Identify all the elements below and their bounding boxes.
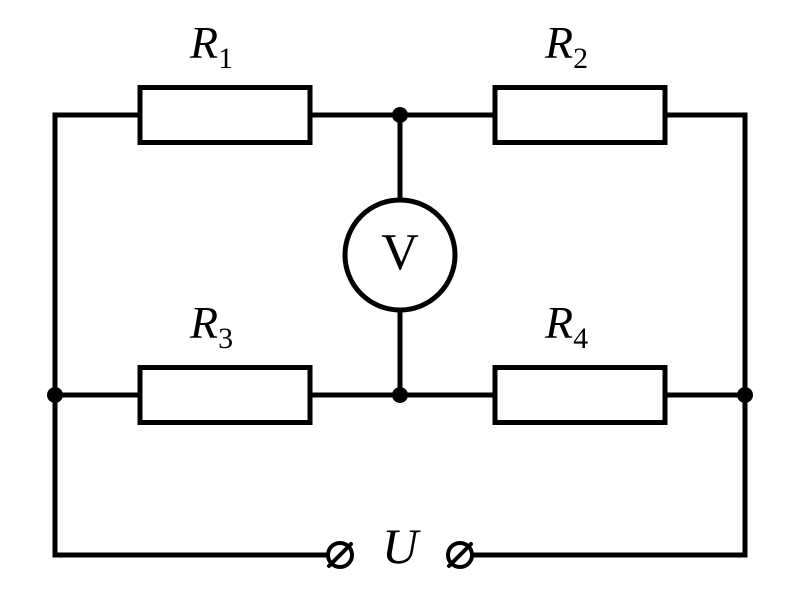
resistor-label-R2: R2 [544, 17, 588, 75]
resistor-label-R3: R3 [189, 297, 233, 355]
circuit-diagram: R1 R2 R3 R4 V U [0, 0, 800, 600]
terminal-right [448, 543, 472, 567]
node-3 [737, 387, 753, 403]
resistor-R2: R2 [495, 17, 665, 143]
node-1 [392, 387, 408, 403]
source-terminals: U [328, 518, 472, 574]
resistor-label-R4: R4 [544, 297, 588, 355]
resistor-label-R1: R1 [189, 17, 233, 75]
terminal-left [328, 543, 352, 567]
source-label: U [382, 518, 421, 574]
resistor-R1: R1 [140, 17, 310, 143]
node-0 [392, 107, 408, 123]
wires [55, 115, 745, 555]
voltmeter-label: V [381, 224, 419, 281]
voltmeter: V [345, 200, 455, 310]
resistor-R4: R4 [495, 297, 665, 423]
node-2 [47, 387, 63, 403]
resistor-R3: R3 [140, 297, 310, 423]
